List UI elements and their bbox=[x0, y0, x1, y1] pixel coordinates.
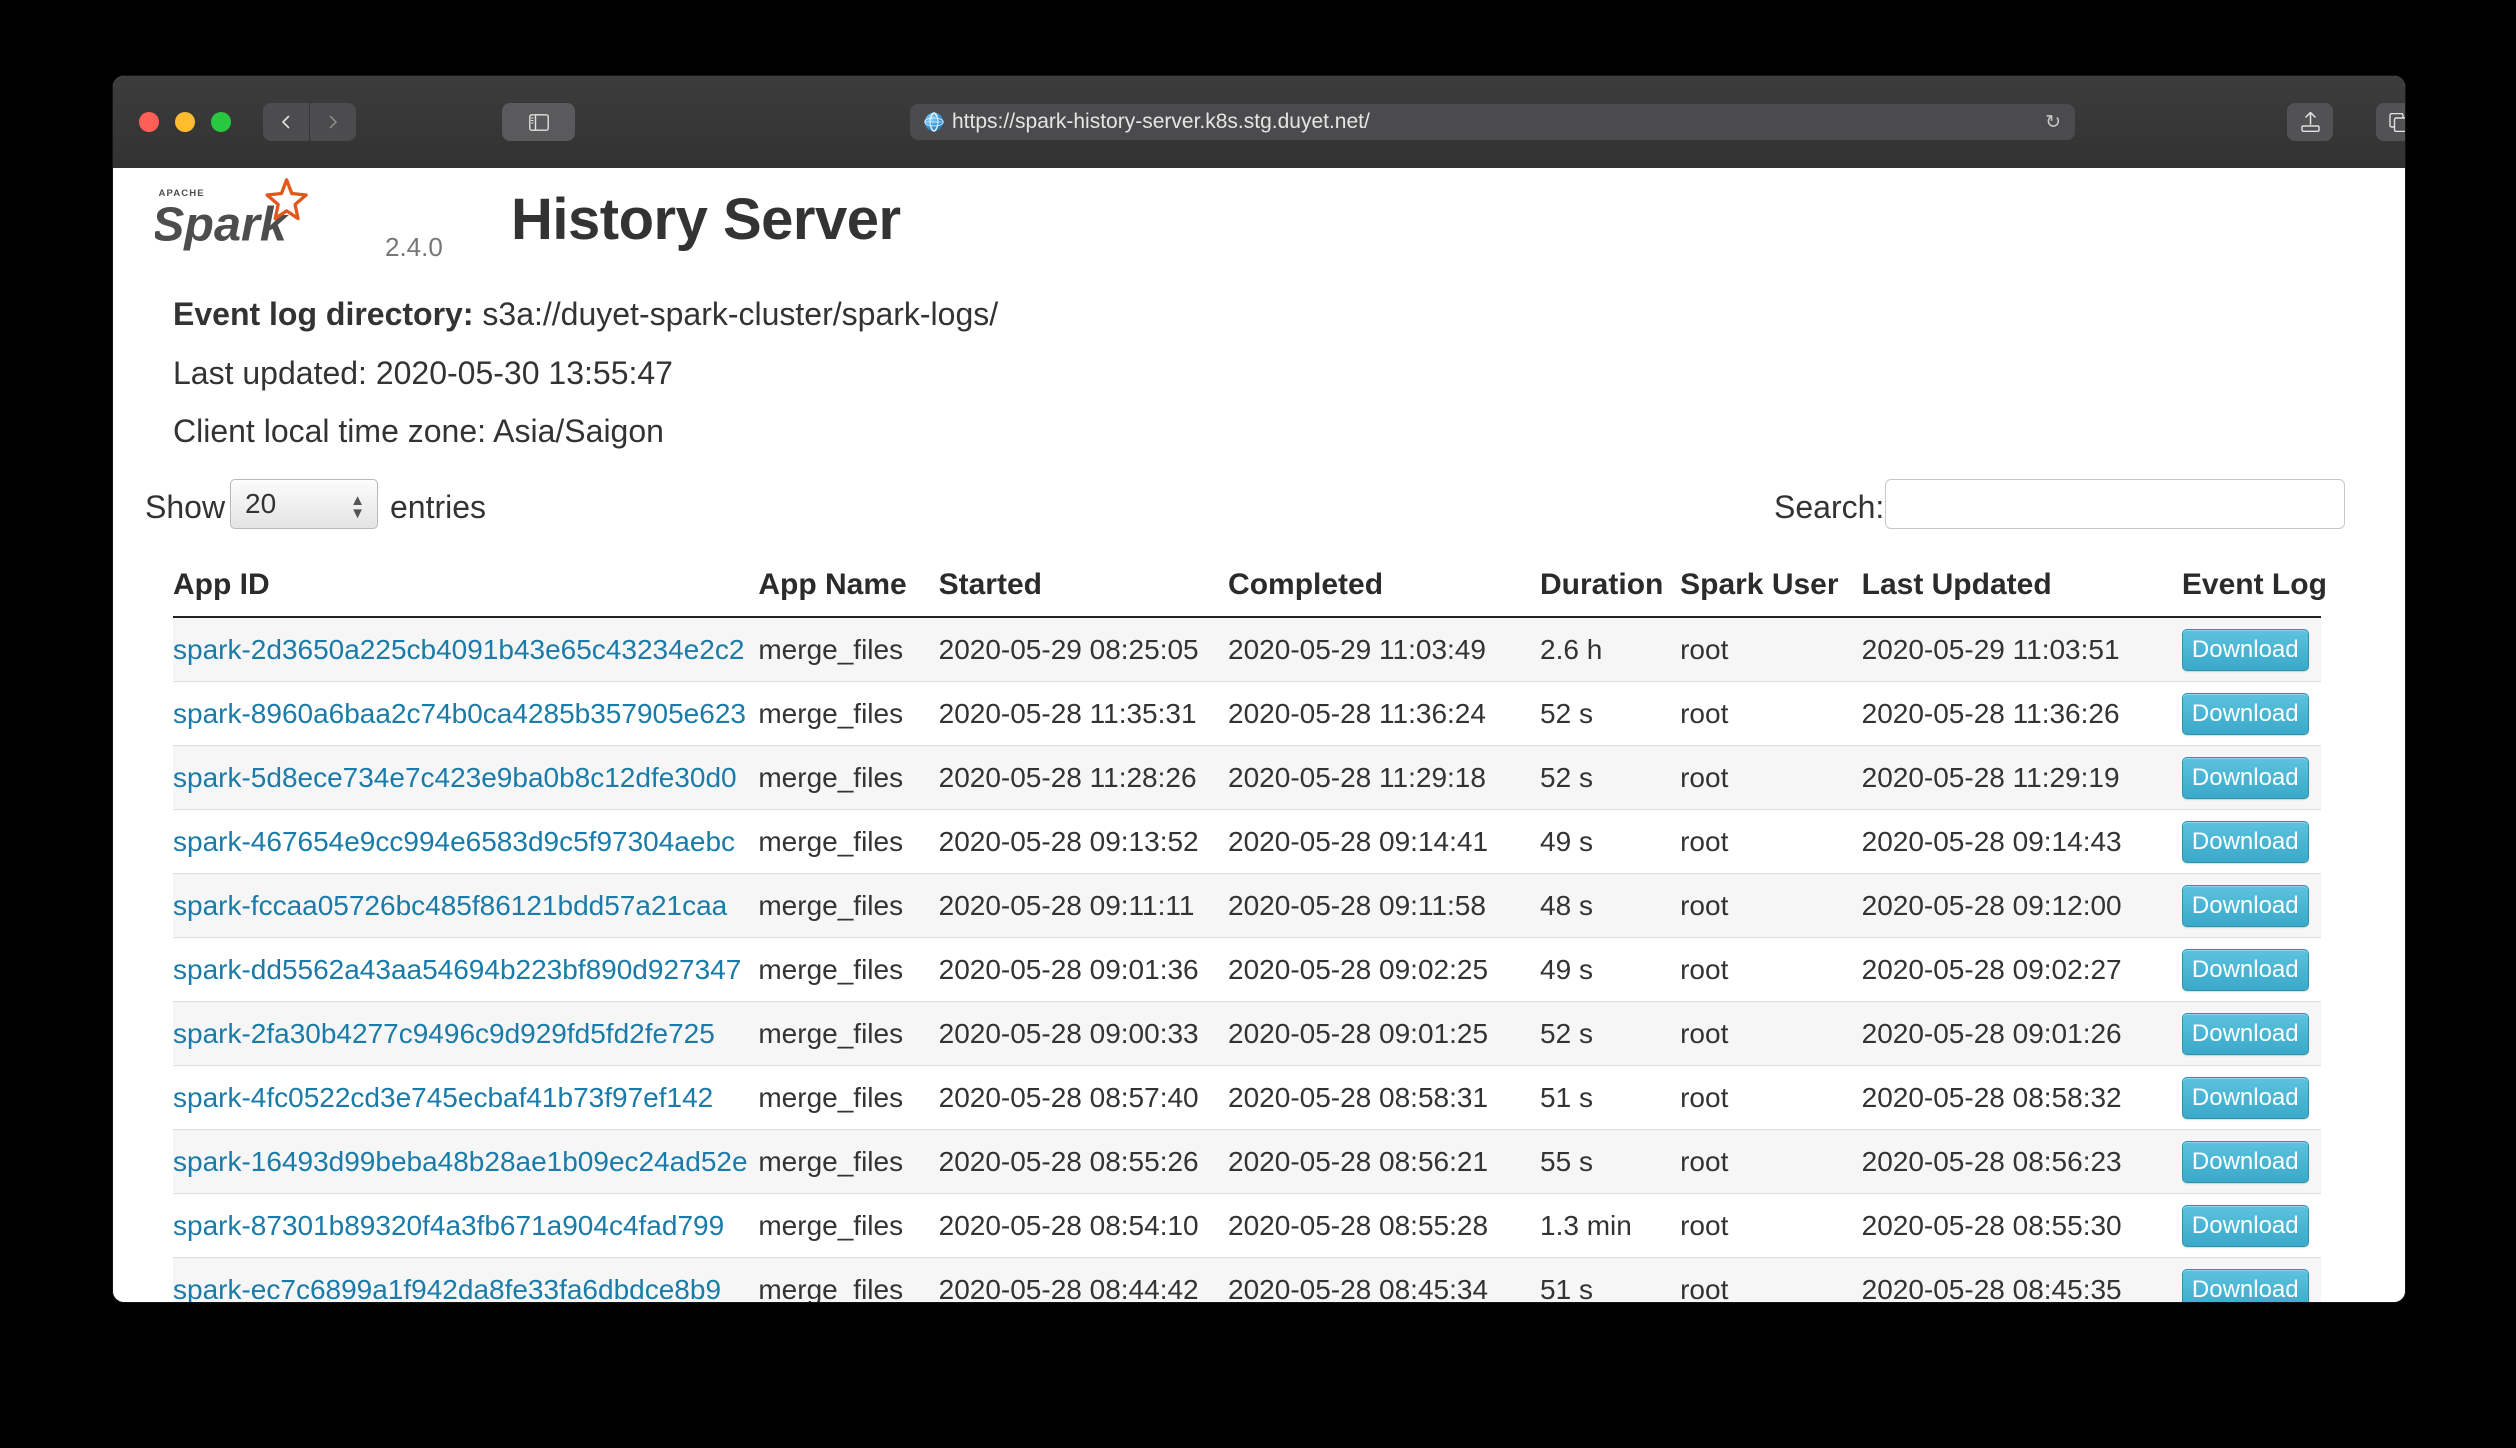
svg-text:Spark: Spark bbox=[155, 197, 290, 251]
